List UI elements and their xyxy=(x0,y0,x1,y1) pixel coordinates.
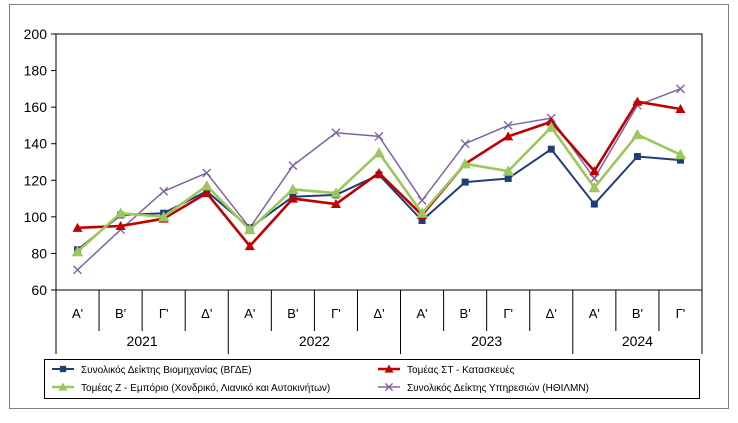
x-group-label: 2024 xyxy=(622,333,653,349)
legend-item: Συνολικός Δείκτης Υπηρεσιών (ΗΘΙΛΜΝ) xyxy=(378,382,589,394)
data-point xyxy=(631,128,644,140)
x-tick-label: Δ' xyxy=(373,306,384,321)
legend-item: Συνολικός Δείκτης Βιομηχανίας (ΒΓΔΕ) xyxy=(52,364,252,376)
data-point xyxy=(244,241,255,251)
x-tick-label: Γ' xyxy=(503,306,513,321)
data-point xyxy=(590,200,598,208)
data-point xyxy=(244,223,256,235)
x-tick-label: Δ' xyxy=(201,306,212,321)
y-tick-label: 60 xyxy=(31,282,47,298)
x-tick-label: Γ' xyxy=(331,306,341,321)
data-point xyxy=(589,173,599,183)
x-tick-label: Β' xyxy=(115,306,126,321)
y-tick-label: 80 xyxy=(31,245,47,261)
data-point xyxy=(632,96,643,106)
data-point xyxy=(287,193,298,203)
legend-label: Τομέας Ζ - Εμπόριο (Χονδρικό, Λιανικό κα… xyxy=(81,382,330,394)
legend-label: Συνολικός Δείκτης Υπηρεσιών (ΗΘΙΛΜΝ) xyxy=(407,382,589,394)
data-point xyxy=(461,178,469,186)
data-point xyxy=(202,168,212,178)
data-point xyxy=(330,199,341,209)
data-point xyxy=(72,222,83,232)
x-tick-label: Γ' xyxy=(676,306,686,321)
data-point xyxy=(200,180,213,191)
data-point xyxy=(459,158,471,169)
legend-swatch-marker xyxy=(59,365,67,373)
legend-item: Τομέας Ζ - Εμπόριο (Χονδρικό, Λιανικό κα… xyxy=(52,382,330,394)
data-point xyxy=(330,187,342,198)
x-group-label: 2023 xyxy=(471,333,502,349)
data-point xyxy=(676,156,684,164)
data-point xyxy=(503,120,513,130)
y-tick-label: 140 xyxy=(24,136,48,152)
data-point xyxy=(417,195,427,205)
data-point xyxy=(331,128,341,138)
legend-label: Συνολικός Δείκτης Βιομηχανίας (ΒΓΔΕ) xyxy=(81,364,252,376)
data-point xyxy=(288,161,298,171)
data-point xyxy=(159,186,169,196)
data-point xyxy=(115,221,126,230)
series-layer xyxy=(71,84,687,275)
data-point xyxy=(503,131,514,141)
x-group-label: 2022 xyxy=(299,333,330,349)
x-group-label: 2021 xyxy=(127,333,158,349)
legend-swatch-marker xyxy=(58,382,68,391)
y-tick-label: 100 xyxy=(24,209,48,225)
legend-swatch-marker xyxy=(384,364,394,373)
data-point xyxy=(502,165,514,176)
y-tick-label: 120 xyxy=(24,172,48,188)
x-tick-label: Α' xyxy=(72,306,83,321)
data-point xyxy=(418,217,426,225)
y-tick-label: 160 xyxy=(24,99,48,115)
x-tick-label: Β' xyxy=(632,306,643,321)
x-tick-label: Δ' xyxy=(546,306,557,321)
plot-area-border xyxy=(55,33,703,291)
x-tick-label: Β' xyxy=(460,306,471,321)
data-point xyxy=(73,265,83,275)
x-tick-label: Α' xyxy=(244,306,255,321)
data-point xyxy=(545,121,558,132)
data-point xyxy=(546,116,557,126)
data-point xyxy=(675,84,685,94)
data-point xyxy=(589,166,600,176)
x-tick-label: Γ' xyxy=(159,306,169,321)
data-point xyxy=(674,148,687,160)
data-point xyxy=(504,174,512,182)
axes: 60 80 100 120 140 160 180 200 Α' Β' Γ' Δ' Α' Β' Γ' Δ' Α'… xyxy=(24,26,703,354)
chart-frame xyxy=(9,4,729,409)
legend-item: Τομέας ΣΤ - Κατασκευές xyxy=(378,364,515,376)
x-tick-label: Α' xyxy=(416,306,427,321)
legend-label: Τομέας ΣΤ - Κατασκευές xyxy=(407,364,515,376)
legend-box xyxy=(44,359,700,399)
legend-swatch-marker xyxy=(384,382,394,392)
data-point xyxy=(373,147,385,158)
data-point xyxy=(374,131,384,141)
y-tick-label: 180 xyxy=(24,63,48,79)
data-point xyxy=(114,207,127,218)
series-2 xyxy=(71,121,687,257)
data-point xyxy=(374,167,384,177)
data-point xyxy=(588,181,601,193)
data-point xyxy=(633,153,641,161)
y-tick-label: 200 xyxy=(24,26,48,42)
data-point xyxy=(460,139,470,149)
data-point xyxy=(675,103,686,113)
data-point xyxy=(201,188,212,198)
data-point xyxy=(287,183,299,195)
data-point xyxy=(547,145,555,153)
data-point xyxy=(157,211,170,222)
legend: Συνολικός Δείκτης Βιομηχανίας (ΒΓΔΕ) Τομέ… xyxy=(44,359,700,399)
data-point xyxy=(71,245,84,257)
x-tick-label: Α' xyxy=(589,306,600,321)
x-tick-label: Β' xyxy=(287,306,298,321)
data-point xyxy=(416,207,428,218)
